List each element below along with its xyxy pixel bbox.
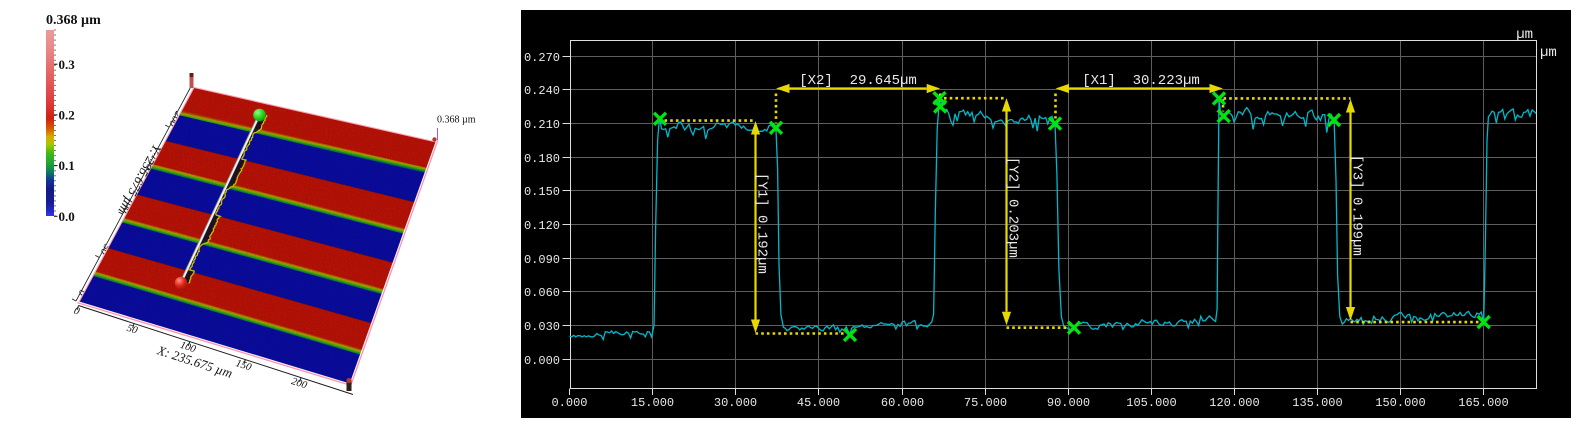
svg-text:0.0: 0.0 xyxy=(59,209,75,224)
svg-text:100: 100 xyxy=(179,340,198,356)
svg-text:150: 150 xyxy=(234,358,253,374)
svg-text:0.180: 0.180 xyxy=(524,152,560,166)
svg-text:[Y3] 0.199µm: [Y3] 0.199µm xyxy=(1349,155,1365,256)
svg-text:60.000: 60.000 xyxy=(881,396,924,410)
svg-text:45.000: 45.000 xyxy=(797,396,840,410)
svg-text:[X1] 30.223µm: [X1] 30.223µm xyxy=(1082,73,1200,89)
svg-text:90.000: 90.000 xyxy=(1047,396,1090,410)
svg-text:0.270: 0.270 xyxy=(524,51,560,65)
svg-text:135.000: 135.000 xyxy=(1292,396,1342,410)
svg-text:30.000: 30.000 xyxy=(714,396,757,410)
svg-text:50: 50 xyxy=(125,323,139,337)
svg-text:200: 200 xyxy=(290,376,309,392)
svg-text:0.120: 0.120 xyxy=(524,219,560,233)
svg-text:0.2: 0.2 xyxy=(59,108,75,123)
svg-text:165.000: 165.000 xyxy=(1458,396,1508,410)
svg-text:µm: µm xyxy=(1516,27,1533,43)
svg-text:0.090: 0.090 xyxy=(524,253,560,267)
svg-text:0: 0 xyxy=(72,306,81,318)
svg-text:0.000: 0.000 xyxy=(551,396,587,410)
svg-text:0.3: 0.3 xyxy=(59,57,76,72)
svg-text:0.368 µm: 0.368 µm xyxy=(46,13,101,28)
svg-text:120.000: 120.000 xyxy=(1209,396,1259,410)
svg-text:0.240: 0.240 xyxy=(524,84,560,98)
svg-text:0.210: 0.210 xyxy=(524,118,560,132)
svg-text:15.000: 15.000 xyxy=(631,396,674,410)
svg-text:0.1: 0.1 xyxy=(59,158,75,173)
svg-text:150.000: 150.000 xyxy=(1375,396,1425,410)
svg-text:0.150: 0.150 xyxy=(524,185,560,199)
svg-text:[Y2] 0.203µm: [Y2] 0.203µm xyxy=(1005,157,1021,258)
svg-text:0.000: 0.000 xyxy=(524,354,560,368)
svg-text:105.000: 105.000 xyxy=(1126,396,1176,410)
svg-text:0: 0 xyxy=(75,288,88,298)
svg-text:0.060: 0.060 xyxy=(524,286,560,300)
svg-text:75.000: 75.000 xyxy=(964,396,1007,410)
svg-text:[X2] 29.645µm: [X2] 29.645µm xyxy=(799,73,917,89)
svg-text:[Y1] 0.192µm: [Y1] 0.192µm xyxy=(754,173,770,274)
svg-text:0.030: 0.030 xyxy=(524,320,560,334)
svg-text:µm: µm xyxy=(1540,45,1557,61)
svg-text:0.368 µm: 0.368 µm xyxy=(437,115,476,126)
